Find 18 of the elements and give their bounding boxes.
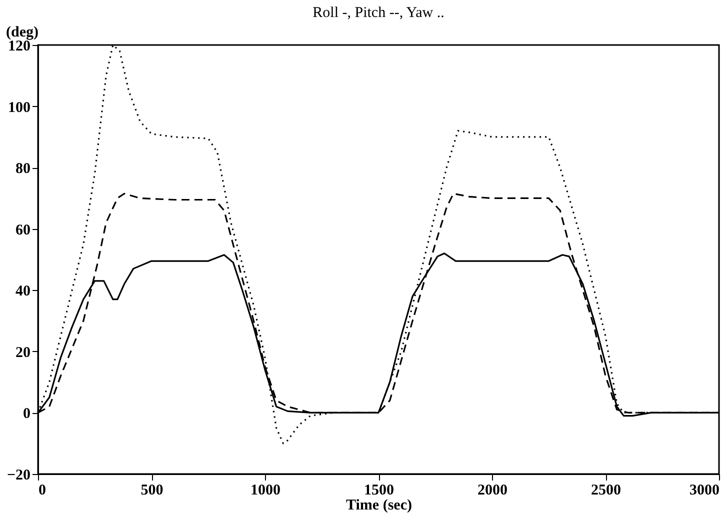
y-tick-label: −20 xyxy=(6,468,30,484)
x-tick-label: 2500 xyxy=(591,482,621,498)
x-axis-title: Time (sec) xyxy=(346,498,412,514)
x-tick-label: 0 xyxy=(38,482,46,498)
x-tick-label: 500 xyxy=(140,482,164,498)
y-tick-label: 0 xyxy=(23,406,30,422)
y-tick-label: 40 xyxy=(16,284,30,300)
y-tick-label: 100 xyxy=(8,100,30,116)
y-tick-label: 60 xyxy=(16,222,30,238)
y-tick-label: 120 xyxy=(8,38,30,54)
y-tick-label: 80 xyxy=(16,161,30,178)
x-tick-label: 2000 xyxy=(478,482,508,498)
x-tick-label: 1000 xyxy=(250,482,280,498)
chart-title: Roll -, Pitch --, Yaw .. xyxy=(312,5,444,21)
y-tick-label: 20 xyxy=(16,344,30,361)
y-axis-title: (deg) xyxy=(6,24,38,40)
x-tick-label: 3000 xyxy=(690,482,720,498)
x-tick-label: 1500 xyxy=(364,482,394,498)
